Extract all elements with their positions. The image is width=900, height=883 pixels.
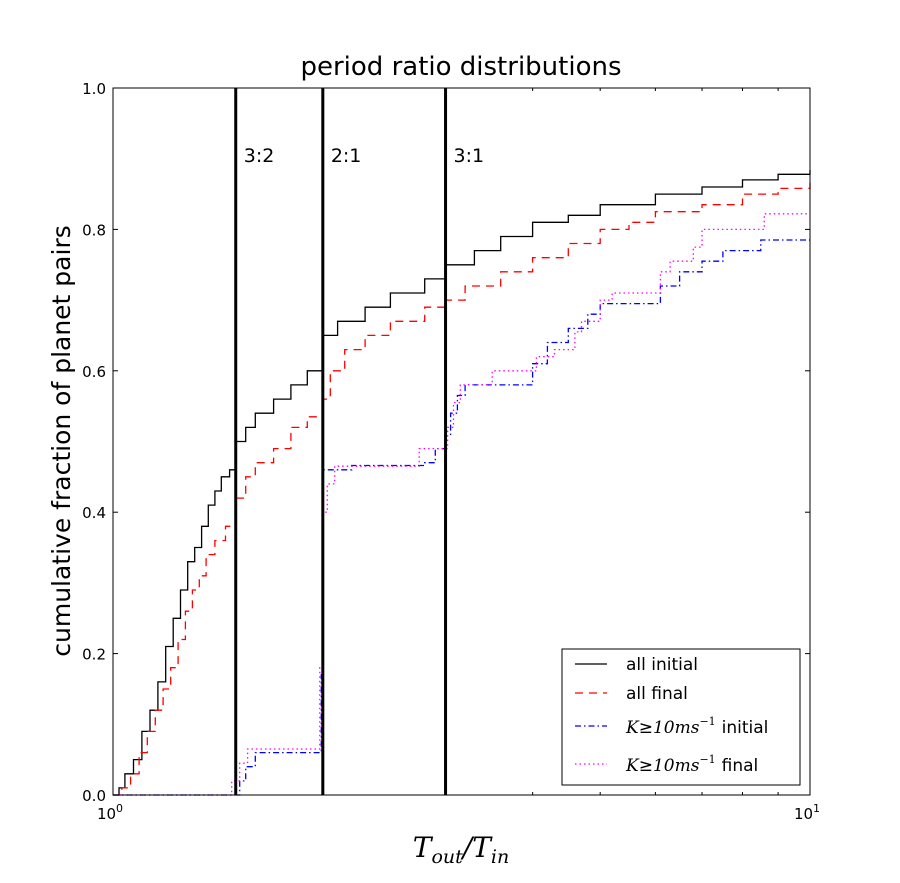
y-tick-label-1: 0.2 (82, 646, 106, 664)
legend-label-1: all final (626, 684, 688, 704)
y-tick-label-2: 0.4 (82, 504, 106, 522)
legend-suffix-2: initial (722, 718, 769, 738)
resonance-label-2: 3:1 (454, 145, 485, 167)
series-layer (113, 170, 811, 796)
series-line-1 (113, 182, 811, 796)
x-tick-exp-0: 0 (116, 802, 123, 815)
x-axis-label: Tout/Tin (413, 831, 509, 868)
x-label-t-in: T (472, 831, 493, 864)
legend-ge-2: ≥ (639, 718, 653, 738)
plot-area-frame (112, 87, 811, 796)
x-tick-base-0: 10 (97, 805, 116, 823)
legend-ge-3: ≥ (639, 756, 653, 776)
x-tick-label-1: 101 (794, 802, 820, 823)
chart-title: period ratio distributions (300, 52, 621, 82)
legend-box (561, 648, 801, 786)
legend-k-3: K (625, 756, 640, 776)
series-line-3 (113, 213, 810, 796)
legend-exp-2: −1 (699, 715, 715, 728)
resonance-lines: 3:2 2:1 3:1 (234, 88, 485, 795)
legend-label-2: K≥10ms−1 initial (625, 715, 768, 738)
series-line-0 (113, 170, 811, 796)
y-axis-label: cumulative fraction of planet pairs (47, 225, 76, 657)
legend-label-0: all initial (626, 655, 698, 675)
resonance-label-0: 3:2 (244, 145, 275, 167)
series-line-2 (113, 239, 810, 796)
x-tick-label-0: 100 (97, 802, 123, 823)
resonance-label-1: 2:1 (331, 145, 362, 167)
y-tick-label-4: 0.8 (82, 221, 106, 239)
x-tick-exp-1: 1 (813, 802, 820, 815)
legend-suffix-3: final (722, 756, 759, 776)
x-label-sub-in: in (491, 846, 509, 868)
legend-unit-2: 10ms (653, 718, 700, 738)
legend-exp-3: −1 (699, 753, 715, 766)
x-label-t-out: T (413, 831, 434, 864)
y-tick-label-5: 1.0 (82, 80, 106, 98)
y-tick-label-3: 0.6 (82, 363, 106, 381)
legend-label-3: K≥10ms−1 final (625, 753, 758, 776)
x-label-sub-out: out (431, 846, 463, 868)
legend-unit-3: 10ms (653, 756, 700, 776)
y-tick-label-0: 0.0 (82, 787, 106, 805)
legend-k-2: K (625, 718, 640, 738)
x-label-slash: / (460, 831, 475, 864)
x-tick-base-1: 10 (794, 805, 813, 823)
